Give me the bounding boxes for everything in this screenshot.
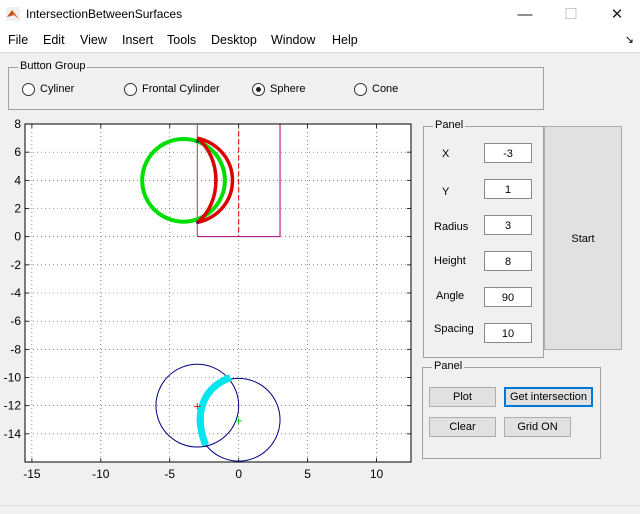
y-tick-label: -12 bbox=[4, 399, 22, 413]
clear-button[interactable]: Clear bbox=[429, 417, 496, 437]
intersection-curve-right bbox=[196, 136, 235, 225]
menu-tools[interactable]: Tools bbox=[167, 33, 197, 47]
start-button-label: Start bbox=[571, 233, 595, 245]
height-input[interactable]: 8 bbox=[484, 251, 532, 271]
y-tick-label: 0 bbox=[14, 230, 21, 244]
spacing-label: Spacing bbox=[434, 323, 474, 335]
angle-input[interactable]: 90 bbox=[484, 287, 532, 307]
actions-panel bbox=[422, 367, 601, 459]
maximize-button[interactable]: ☐ bbox=[564, 6, 578, 23]
radio-label: Cyliner bbox=[40, 83, 75, 95]
intersection-projection bbox=[196, 374, 232, 447]
button-group-title: Button Group bbox=[18, 60, 88, 72]
radio-label: Frontal Cylinder bbox=[142, 83, 220, 95]
menu-desktop[interactable]: Desktop bbox=[211, 33, 257, 47]
y-tick-label: -6 bbox=[10, 314, 21, 328]
radio-circle[interactable] bbox=[22, 83, 35, 96]
spacing-input[interactable]: 10 bbox=[484, 323, 532, 343]
y-tick-label: -2 bbox=[10, 258, 21, 272]
sphere-outline bbox=[140, 136, 227, 224]
axes-box bbox=[24, 123, 412, 463]
radio-circle[interactable] bbox=[124, 83, 137, 96]
radio-label: Sphere bbox=[270, 83, 306, 95]
actions-panel-title: Panel bbox=[432, 360, 465, 372]
menu-edit[interactable]: Edit bbox=[43, 33, 65, 47]
y-tick-label: -14 bbox=[4, 427, 22, 441]
center-marker-green: + bbox=[235, 413, 243, 428]
y-tick-label: -8 bbox=[10, 342, 21, 356]
point-marker-top: * bbox=[195, 138, 199, 149]
x-label: X bbox=[442, 148, 450, 160]
x-tick-label: -15 bbox=[23, 467, 41, 481]
intersection-curve-left bbox=[196, 136, 218, 224]
point-marker-bottom: * bbox=[195, 220, 199, 231]
intersection-plot[interactable]: -15 -10 -5 0 5 10 8 6 4 2 0 -2 -4 -6 -8 -10 -12 -14 * * + + bbox=[0, 112, 420, 484]
radio-circle[interactable] bbox=[354, 83, 367, 96]
y-tick-label: 8 bbox=[14, 117, 21, 131]
y-tick-label: -10 bbox=[4, 371, 22, 385]
x-input[interactable]: -3 bbox=[484, 143, 532, 163]
radio-circle[interactable] bbox=[252, 83, 265, 96]
y-tick-label: 4 bbox=[14, 173, 21, 187]
center-marker-red: + bbox=[194, 399, 202, 414]
x-tick-label: -10 bbox=[92, 467, 110, 481]
minimize-button[interactable]: — bbox=[517, 6, 533, 23]
menu-bar: File Edit View Insert Tools Desktop Wind… bbox=[0, 29, 640, 53]
get-intersection-button[interactable]: Get intersection bbox=[504, 387, 593, 407]
radius-label: Radius bbox=[434, 221, 469, 233]
matlab-app-icon bbox=[6, 7, 20, 21]
y-tick-label: 6 bbox=[14, 145, 21, 159]
params-panel bbox=[423, 126, 544, 358]
button-group-panel bbox=[8, 67, 544, 110]
close-button[interactable]: ✕ bbox=[610, 6, 624, 23]
y-tick-label: -4 bbox=[10, 286, 21, 300]
dock-arrow-icon[interactable]: ↘ bbox=[624, 34, 634, 46]
start-button[interactable]: Start bbox=[544, 126, 622, 350]
menu-view[interactable]: View bbox=[80, 33, 107, 47]
menu-help[interactable]: Help bbox=[332, 33, 358, 47]
window-title: IntersectionBetweenSurfaces bbox=[26, 7, 183, 21]
plot-button[interactable]: Plot bbox=[429, 387, 496, 407]
grid-on-button[interactable]: Grid ON bbox=[504, 417, 571, 437]
sphere-top-circle bbox=[155, 363, 240, 448]
radio-label: Cone bbox=[372, 83, 399, 95]
y-tick-label: 2 bbox=[14, 202, 21, 216]
x-tick-label: -5 bbox=[164, 467, 175, 481]
radius-input[interactable]: 3 bbox=[484, 215, 532, 235]
y-label: Y bbox=[442, 186, 450, 198]
height-label: Height bbox=[434, 255, 466, 267]
y-input[interactable]: 1 bbox=[484, 179, 532, 199]
x-tick-label: 0 bbox=[235, 467, 242, 481]
status-strip bbox=[0, 505, 640, 514]
radio-selected-dot bbox=[256, 87, 261, 92]
menu-insert[interactable]: Insert bbox=[122, 33, 154, 47]
title-bar: IntersectionBetweenSurfaces — ☐ ✕ bbox=[0, 0, 640, 29]
angle-label: Angle bbox=[436, 290, 465, 302]
params-panel-title: Panel bbox=[433, 119, 466, 131]
x-tick-label: 10 bbox=[370, 467, 384, 481]
menu-file[interactable]: File bbox=[8, 33, 29, 47]
menu-window[interactable]: Window bbox=[271, 33, 316, 47]
x-tick-label: 5 bbox=[304, 467, 311, 481]
